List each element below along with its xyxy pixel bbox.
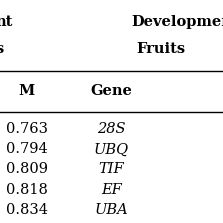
Text: 28S: 28S — [97, 122, 126, 136]
Text: EF: EF — [101, 183, 122, 196]
Text: UBA: UBA — [95, 203, 128, 217]
Text: Fruits: Fruits — [136, 42, 185, 56]
Text: 0.834: 0.834 — [6, 203, 48, 217]
Text: UBQ: UBQ — [94, 142, 129, 156]
Text: Developmen: Developmen — [131, 15, 223, 29]
Text: Gene: Gene — [91, 85, 132, 98]
Text: nt: nt — [0, 15, 13, 29]
Text: 0.794: 0.794 — [6, 142, 48, 156]
Text: 0.809: 0.809 — [6, 163, 48, 176]
Text: M: M — [19, 85, 35, 98]
Text: 0.763: 0.763 — [6, 122, 48, 136]
Text: s: s — [0, 42, 4, 56]
Text: TIF: TIF — [99, 163, 124, 176]
Text: 0.818: 0.818 — [6, 183, 48, 196]
